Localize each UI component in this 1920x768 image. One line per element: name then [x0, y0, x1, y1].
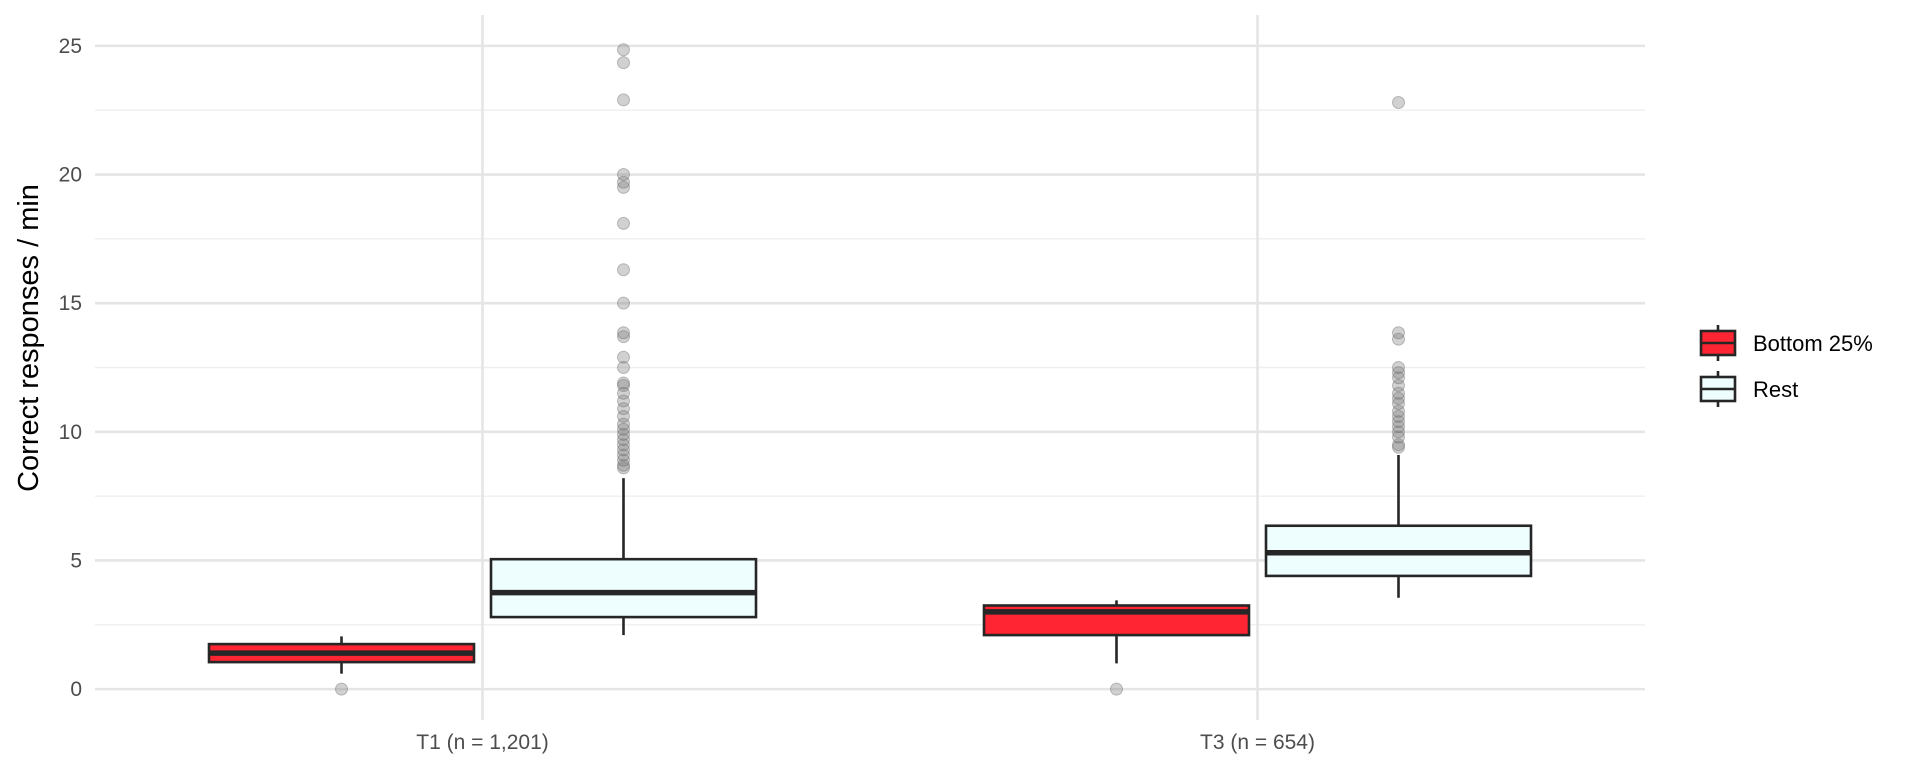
outlier-point	[617, 296, 630, 310]
outlier-point	[1392, 95, 1405, 109]
outlier-point	[617, 263, 630, 277]
outlier-point	[617, 350, 630, 364]
outlier-point	[617, 438, 630, 452]
outlier-point	[1392, 391, 1405, 405]
outlier-point	[617, 422, 630, 436]
box-rest	[489, 43, 758, 636]
outlier-point	[617, 417, 630, 431]
legend: Bottom 25% Rest	[1699, 325, 1873, 407]
box-bottom-25-	[207, 636, 476, 696]
outlier-point	[1392, 386, 1405, 400]
outlier-point	[1392, 332, 1405, 346]
outlier-point	[617, 386, 630, 400]
outlier-point	[1392, 420, 1405, 434]
outlier-point	[617, 409, 630, 423]
outlier-point	[617, 43, 630, 57]
outlier-point	[617, 93, 630, 107]
outlier-point	[617, 394, 630, 408]
outlier-point	[617, 168, 630, 182]
box-rest	[1264, 95, 1533, 598]
legend-label: Bottom 25%	[1753, 331, 1873, 356]
y-tick-label: 5	[70, 549, 82, 572]
outlier-point	[617, 180, 630, 194]
outlier-point	[617, 376, 630, 390]
outlier-point	[617, 326, 630, 340]
legend-item: Bottom 25%	[1699, 325, 1873, 361]
x-axis-ticks: T1 (n = 1,201) T3 (n = 654)	[416, 731, 1315, 754]
outlier-point	[1392, 371, 1405, 385]
box-body	[489, 557, 758, 619]
outlier-point	[617, 361, 630, 374]
outlier-point	[617, 443, 630, 457]
outlier-point	[1392, 366, 1405, 380]
y-tick-label: 25	[59, 35, 82, 58]
outlier-point	[1110, 682, 1123, 696]
outlier-point	[617, 402, 630, 416]
y-tick-label: 0	[70, 678, 82, 701]
y-axis-title: Correct responses / min	[13, 184, 45, 492]
y-axis-ticks: 0 5 10 15 20 25	[59, 35, 82, 701]
grid-lines	[95, 15, 1645, 720]
outlier-point	[617, 453, 630, 467]
outlier-point	[617, 56, 630, 70]
legend-label: Rest	[1753, 377, 1798, 402]
x-tick-label: T3 (n = 654)	[1200, 731, 1315, 754]
outlier-point	[1392, 326, 1405, 340]
outlier-point	[1392, 379, 1405, 393]
outlier-point	[617, 448, 630, 462]
y-tick-label: 20	[59, 164, 82, 187]
outlier-point	[617, 330, 630, 344]
outlier-point	[1392, 361, 1405, 374]
legend-item: Rest	[1699, 371, 1798, 407]
x-tick-label: T1 (n = 1,201)	[416, 731, 549, 754]
outlier-point	[1392, 409, 1405, 423]
outlier-point	[617, 175, 630, 189]
outlier-point	[1392, 438, 1405, 452]
outlier-point	[1392, 425, 1405, 439]
outlier-point	[1392, 415, 1405, 429]
outlier-point	[617, 461, 630, 475]
outlier-point	[335, 682, 348, 696]
y-tick-label: 10	[59, 421, 82, 444]
box-series	[207, 43, 1533, 696]
outlier-point	[1392, 397, 1405, 411]
outlier-point	[617, 427, 630, 441]
outlier-point	[1392, 404, 1405, 418]
outlier-point	[617, 433, 630, 447]
outlier-point	[617, 458, 630, 472]
y-tick-label: 15	[59, 292, 82, 315]
outlier-point	[1392, 440, 1405, 454]
box-bottom-25-	[982, 600, 1251, 696]
outlier-point	[617, 379, 630, 393]
outlier-point	[617, 216, 630, 230]
outlier-point	[1392, 430, 1405, 444]
